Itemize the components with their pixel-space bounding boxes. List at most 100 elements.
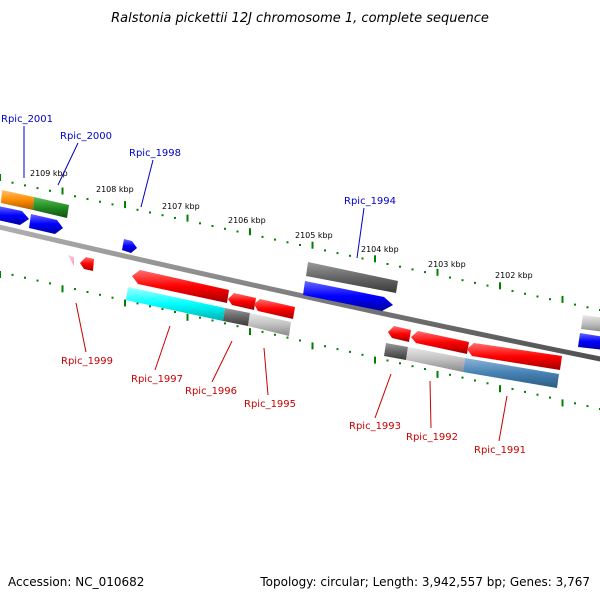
minor-tick <box>36 187 39 190</box>
gene-feature[interactable] <box>248 313 291 336</box>
minor-tick <box>524 292 526 295</box>
gene-arrow[interactable] <box>80 257 94 271</box>
minor-tick <box>211 319 214 322</box>
gene-arrow[interactable] <box>0 206 29 225</box>
major-tick <box>0 174 1 181</box>
minor-tick <box>149 305 151 308</box>
major-tick <box>61 187 64 195</box>
major-tick <box>499 282 501 290</box>
gene-feature[interactable] <box>384 343 408 360</box>
minor-tick <box>586 405 589 408</box>
kbp-label: 2103 kbp <box>428 260 466 269</box>
gene-label[interactable]: Rpic_1996 <box>185 386 237 397</box>
gene-feature[interactable] <box>581 315 600 332</box>
minor-tick <box>424 368 426 370</box>
minor-tick <box>299 244 301 246</box>
minor-tick <box>586 306 589 309</box>
accession-text: Accession: NC_010682 <box>8 575 144 589</box>
gene-arrow[interactable] <box>303 281 393 311</box>
kbp-label: 2108 kbp <box>96 185 134 194</box>
gene-feature[interactable] <box>33 197 69 218</box>
kbp-label: 2102 kbp <box>495 271 533 280</box>
major-tick <box>436 370 439 378</box>
gene-feature[interactable] <box>463 358 559 388</box>
gene-label[interactable]: Rpic_1993 <box>349 421 401 432</box>
minor-tick <box>199 222 201 225</box>
minor-tick <box>324 249 326 252</box>
minor-tick <box>424 271 426 274</box>
minor-tick <box>324 345 326 348</box>
gene-label[interactable]: Rpic_1994 <box>344 196 396 207</box>
gene-arrow[interactable] <box>578 333 600 350</box>
major-tick <box>0 271 1 278</box>
minor-tick <box>349 350 351 353</box>
gene-label[interactable]: Rpic_1997 <box>131 374 183 385</box>
gene-label[interactable]: Rpic_1999 <box>61 356 113 367</box>
gene-arrow[interactable] <box>228 293 256 310</box>
gene-arrow[interactable] <box>254 299 295 319</box>
gene-arrow[interactable] <box>29 214 63 234</box>
minor-tick <box>49 282 51 285</box>
minor-tick <box>111 296 114 299</box>
minor-tick <box>174 311 176 313</box>
minor-tick <box>536 393 539 396</box>
minor-tick <box>211 225 214 227</box>
topology-summary: Topology: circular; Length: 3,942,557 bp… <box>259 575 590 589</box>
minor-tick <box>99 200 101 203</box>
gene-feature[interactable] <box>223 308 250 326</box>
gene-arrow[interactable] <box>411 331 469 354</box>
minor-tick <box>461 279 464 282</box>
major-tick <box>436 268 439 276</box>
minor-tick <box>224 322 226 325</box>
minor-tick <box>411 365 414 368</box>
bottom-leader-lines <box>75 302 508 442</box>
minor-tick <box>386 263 389 265</box>
chromosome-backbone <box>0 224 600 362</box>
tick-tracks <box>0 174 600 410</box>
minor-tick <box>474 379 476 382</box>
minor-tick <box>336 348 339 351</box>
major-tick <box>374 255 376 263</box>
major-tick <box>186 313 189 321</box>
gene-label[interactable]: Rpic_1998 <box>129 148 181 159</box>
gene-arrow[interactable] <box>132 270 229 303</box>
minor-tick <box>11 273 14 276</box>
major-tick <box>561 295 564 303</box>
minor-tick <box>274 333 276 336</box>
gene-label[interactable]: Rpic_2001 <box>1 114 53 125</box>
major-tick <box>311 241 314 249</box>
minor-tick <box>136 302 139 305</box>
minor-tick <box>236 230 239 233</box>
minor-tick <box>299 339 301 342</box>
minor-tick <box>174 216 176 219</box>
gene-label[interactable]: Rpic_1992 <box>406 432 458 443</box>
gene-arrow[interactable] <box>467 343 562 370</box>
gene-arrow[interactable] <box>122 239 137 253</box>
major-tick <box>61 285 64 293</box>
gene-feature[interactable] <box>406 347 465 372</box>
major-tick <box>124 201 126 209</box>
gene-arrow[interactable] <box>68 255 74 266</box>
minor-tick <box>86 198 89 200</box>
gene-feature[interactable] <box>126 287 225 321</box>
gene-label[interactable]: Rpic_1995 <box>244 399 296 410</box>
gene-label[interactable]: Rpic_2000 <box>60 131 112 142</box>
gene-feature[interactable] <box>306 262 398 293</box>
gene-arrow[interactable] <box>388 326 411 342</box>
minor-tick <box>399 265 401 268</box>
minor-tick <box>99 293 101 296</box>
kbp-labels: 2109 kbp 2108 kbp 2107 kbp 2106 kbp 2105… <box>30 169 533 280</box>
minor-tick <box>36 279 39 282</box>
minor-tick <box>361 353 364 356</box>
gene-feature[interactable] <box>1 190 34 210</box>
minor-tick <box>486 284 489 287</box>
minor-tick <box>386 359 389 362</box>
minor-tick <box>261 235 264 238</box>
minor-tick <box>286 241 289 244</box>
major-tick <box>124 299 126 307</box>
major-tick <box>186 214 189 222</box>
gene-label[interactable]: Rpic_1991 <box>474 445 526 456</box>
kbp-label: 2109 kbp <box>30 169 68 178</box>
major-tick <box>374 356 376 364</box>
